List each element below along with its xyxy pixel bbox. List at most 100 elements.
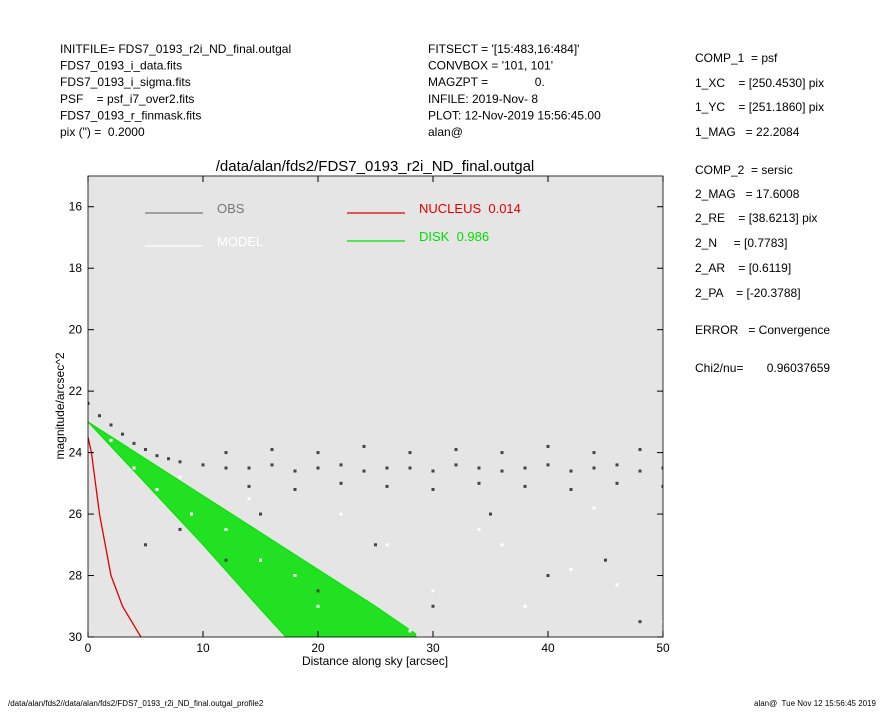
- obs-point: [121, 432, 124, 436]
- obs-point: [132, 441, 136, 445]
- model-point: [155, 487, 159, 491]
- y-tick-label: 30: [69, 630, 83, 644]
- obs-point: [431, 487, 435, 491]
- disk-band: [88, 421, 417, 637]
- header-middle-line: CONVBOX = '101, 101': [428, 59, 553, 73]
- obs-point: [661, 484, 663, 488]
- y-axis-label: magnitude/arcsec^2: [53, 352, 67, 459]
- obs-point: [661, 466, 663, 470]
- footer-right: alan@ Tue Nov 12 15:56:45 2019: [754, 699, 877, 708]
- x-tick-label: 50: [656, 641, 670, 655]
- legend-label: MODEL: [217, 234, 263, 249]
- model-point: [293, 574, 297, 578]
- obs-point: [155, 454, 159, 458]
- model-point: [247, 497, 251, 501]
- obs-point: [592, 451, 596, 455]
- model-point: [431, 589, 435, 593]
- obs-point: [546, 463, 550, 467]
- model-point: [592, 506, 596, 510]
- y-tick-label: 20: [69, 323, 83, 337]
- obs-point: [247, 466, 251, 470]
- obs-point: [224, 466, 228, 470]
- x-tick-label: 30: [426, 641, 440, 655]
- legend-label: OBS: [217, 201, 245, 216]
- obs-point: [431, 469, 435, 473]
- model-point: [569, 567, 573, 571]
- obs-point: [109, 423, 113, 427]
- obs-point: [638, 448, 642, 452]
- header-left-line: INITFILE= FDS7_0193_r2i_ND_final.outgal: [60, 42, 291, 56]
- obs-point: [339, 463, 343, 467]
- legend-label: DISK 0.986: [419, 229, 489, 244]
- obs-point: [523, 484, 527, 488]
- model-point: [316, 604, 320, 608]
- model-point: [259, 558, 262, 562]
- obs-point: [477, 481, 481, 485]
- obs-point: [316, 466, 320, 470]
- header-middle-line: FITSECT = '[15:483,16:484]': [428, 42, 579, 56]
- obs-point: [144, 448, 147, 452]
- obs-point: [374, 543, 377, 547]
- header-right-line: ERROR = Convergence: [695, 323, 830, 337]
- obs-point: [362, 444, 366, 448]
- x-tick-label: 10: [196, 641, 210, 655]
- obs-point: [408, 451, 412, 455]
- header-right-line: 2_N = [0.7783]: [695, 236, 787, 250]
- obs-point: [98, 414, 101, 418]
- model-point: [661, 620, 663, 624]
- obs-point: [604, 558, 607, 562]
- obs-point: [454, 463, 458, 467]
- model-point: [132, 466, 136, 470]
- obs-point: [224, 558, 228, 562]
- header-right-line: 1_YC = [251.1860] pix: [695, 100, 824, 114]
- obs-point: [638, 469, 642, 473]
- header-right-line: 2_PA = [-20.3788]: [695, 286, 801, 300]
- header-right-line: COMP_2 = sersic: [695, 163, 793, 177]
- obs-point: [546, 444, 550, 448]
- model-point: [408, 629, 412, 633]
- header-right-line: Chi2/nu= 0.96037659: [695, 361, 830, 375]
- obs-point: [247, 484, 251, 488]
- obs-point: [500, 451, 504, 455]
- model-point: [477, 527, 481, 531]
- obs-point: [362, 469, 366, 473]
- header-middle-line: INFILE: 2019-Nov- 8: [428, 92, 538, 106]
- obs-point: [592, 466, 596, 470]
- header-left-line: pix (") = 0.2000: [60, 125, 145, 139]
- obs-point: [259, 512, 262, 516]
- y-tick-label: 28: [69, 569, 83, 583]
- chart-title: /data/alan/fds2/FDS7_0193_r2i_ND_final.o…: [216, 158, 535, 175]
- obs-point: [385, 466, 389, 470]
- header-middle-line: PLOT: 12-Nov-2019 15:56:45.00: [428, 108, 601, 122]
- y-tick-label: 16: [69, 200, 83, 214]
- y-tick-label: 24: [69, 446, 83, 460]
- header-left-line: PSF = psf_i7_over2.fits: [60, 92, 194, 106]
- obs-point: [316, 451, 320, 455]
- obs-point: [144, 543, 147, 547]
- header-right-line: 1_MAG = 22.2084: [695, 125, 800, 139]
- obs-point: [489, 512, 492, 516]
- obs-point: [270, 463, 274, 467]
- obs-point: [569, 469, 573, 473]
- x-tick-label: 40: [541, 641, 555, 655]
- model-point: [615, 583, 619, 587]
- obs-point: [167, 457, 170, 461]
- obs-point: [477, 466, 481, 470]
- model-point: [500, 543, 504, 547]
- obs-point: [316, 589, 320, 593]
- y-tick-label: 26: [69, 507, 83, 521]
- y-tick-label: 18: [69, 261, 83, 275]
- obs-point: [385, 484, 389, 488]
- header-right-line: 2_RE = [38.6213] pix: [695, 211, 817, 225]
- header-right-line: COMP_1 = psf: [695, 51, 778, 65]
- model-point: [339, 512, 343, 516]
- header-right-line: 2_AR = [0.6119]: [695, 261, 791, 275]
- footer-left: /data/alan/fds2//data/alan/fds2/FDS7_019…: [8, 699, 264, 708]
- obs-point: [293, 487, 297, 491]
- obs-point: [293, 469, 297, 473]
- obs-point: [615, 463, 619, 467]
- obs-point: [178, 460, 182, 464]
- obs-point: [201, 463, 205, 467]
